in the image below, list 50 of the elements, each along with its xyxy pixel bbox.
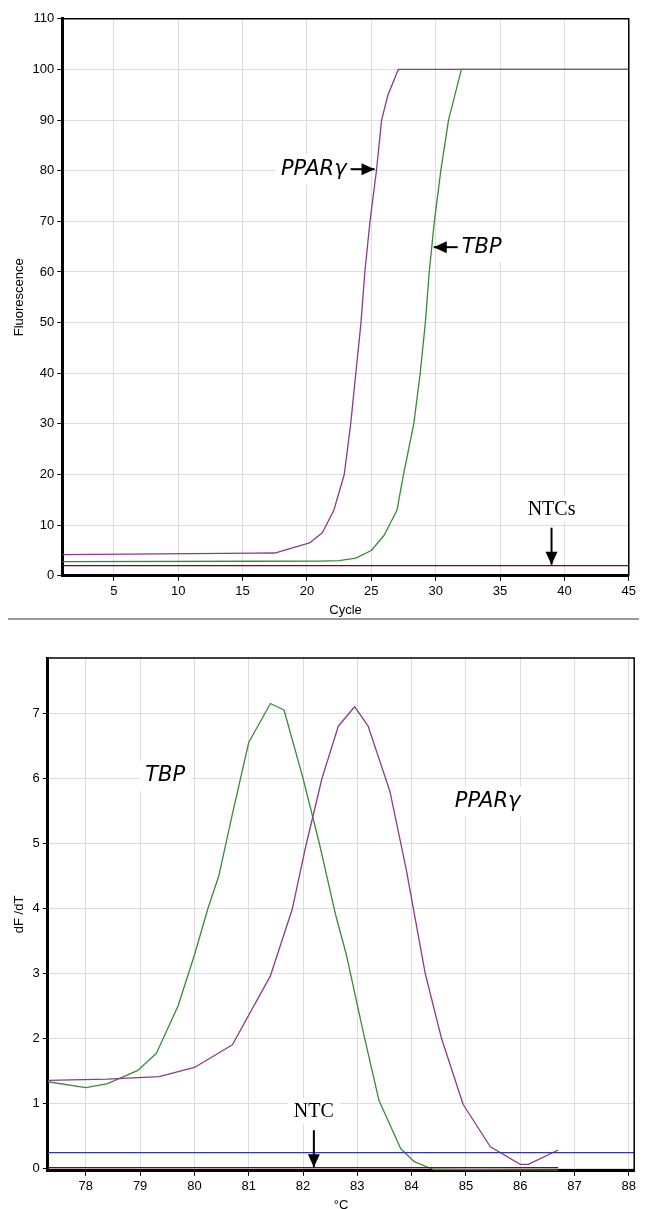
x-tick-label: 81 <box>241 1178 256 1194</box>
annotation: NTC <box>293 1099 334 1122</box>
y-tick-label: 4 <box>32 899 40 915</box>
x-tick-label: 78 <box>78 1178 94 1194</box>
x-axis-title: °C <box>333 1196 349 1209</box>
y-tick-label: 10 <box>39 516 55 532</box>
x-tick-label: 30 <box>428 583 443 599</box>
y-axis-title: dF /dT <box>11 895 27 934</box>
y-tick-label: 40 <box>39 364 55 380</box>
y-tick-label: 90 <box>39 111 55 127</box>
y-tick-label: 5 <box>32 834 40 850</box>
x-tick-label: 86 <box>512 1178 528 1194</box>
y-tick-label: 3 <box>32 964 40 980</box>
x-tick-label: 79 <box>132 1178 148 1194</box>
x-tick-label: 85 <box>458 1178 474 1194</box>
x-tick-label: 88 <box>621 1178 636 1194</box>
y-tick-label: 100 <box>32 61 55 77</box>
x-tick-label: 15 <box>235 583 250 599</box>
series-label: PPARγ <box>280 155 349 180</box>
y-tick-label: 1 <box>32 1094 40 1110</box>
x-tick-label: 45 <box>621 583 636 599</box>
y-axis-title: Fluorescence <box>11 258 27 337</box>
x-tick-label: 83 <box>350 1178 365 1194</box>
x-tick-label: 5 <box>110 583 118 599</box>
y-tick-label: 50 <box>39 314 55 330</box>
y-tick-label: 20 <box>39 466 55 482</box>
x-tick-label: 40 <box>557 583 572 599</box>
y-tick-label: 30 <box>39 415 55 431</box>
x-tick-label: 25 <box>364 583 379 599</box>
annotation: NTCs <box>527 496 576 519</box>
y-tick-label: 6 <box>32 769 40 785</box>
y-tick-label: 70 <box>39 212 55 228</box>
y-tick-label: 0 <box>32 1159 40 1175</box>
y-tick-label: 2 <box>32 1029 40 1045</box>
y-tick-label: 80 <box>39 162 55 178</box>
series-label: TBP <box>461 233 502 258</box>
x-axis-title: Cycle <box>329 601 362 617</box>
x-tick-label: 84 <box>404 1178 419 1194</box>
y-tick-label: 0 <box>47 567 55 583</box>
x-tick-label: 87 <box>567 1178 582 1194</box>
y-tick-label: 7 <box>32 704 40 720</box>
x-tick-label: 82 <box>295 1178 311 1194</box>
text: PPARγ <box>454 788 523 813</box>
x-tick-label: 80 <box>187 1178 202 1194</box>
x-tick-label: 10 <box>170 583 186 599</box>
y-tick-label: 60 <box>39 263 55 279</box>
x-tick-label: 35 <box>492 583 508 599</box>
text: TBP <box>145 762 186 787</box>
y-tick-label: 110 <box>33 10 55 26</box>
x-tick-label: 20 <box>299 583 315 599</box>
